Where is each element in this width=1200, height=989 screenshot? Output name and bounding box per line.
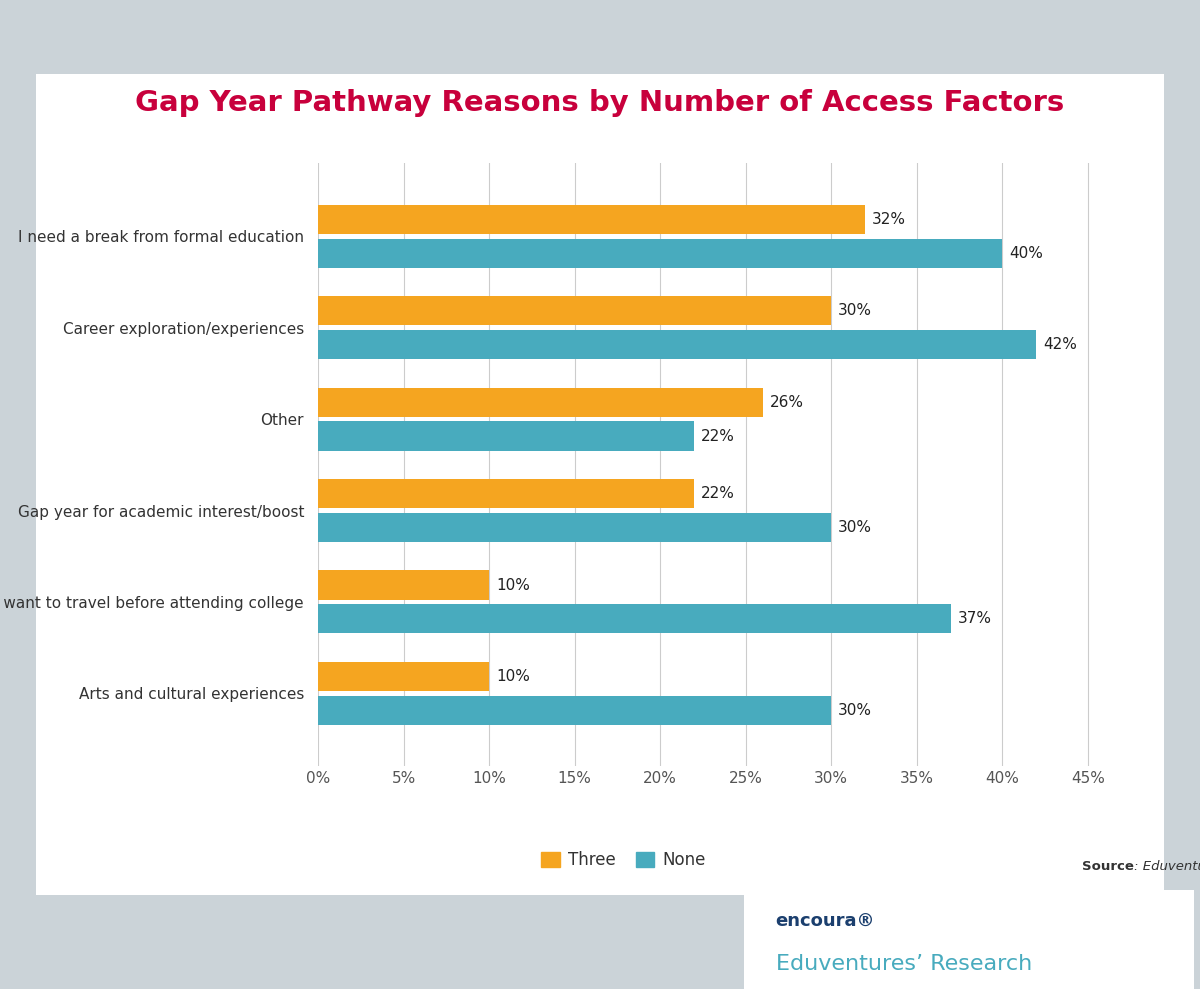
Text: 30%: 30%	[838, 304, 872, 318]
Text: encoura®: encoura®	[775, 913, 875, 931]
Text: 10%: 10%	[496, 578, 529, 592]
Bar	[318, 238, 1002, 268]
Bar	[318, 571, 490, 599]
Bar	[318, 296, 832, 325]
Text: : Eduventures 2022 Admitted Student Research: : Eduventures 2022 Admitted Student Rese…	[1134, 860, 1200, 873]
Text: Eduventures’ Research: Eduventures’ Research	[775, 954, 1032, 974]
Bar	[318, 695, 832, 725]
Bar	[318, 662, 490, 691]
Legend: Three, None: Three, None	[535, 845, 713, 875]
Text: 26%: 26%	[769, 395, 804, 409]
Bar	[318, 604, 950, 634]
Text: Gap Year Pathway Reasons by Number of Access Factors: Gap Year Pathway Reasons by Number of Ac…	[136, 89, 1064, 117]
Bar	[318, 330, 1037, 359]
Text: 10%: 10%	[496, 669, 529, 684]
Bar	[318, 479, 695, 508]
Bar	[318, 513, 832, 542]
Bar	[318, 388, 763, 416]
Text: Source: Source	[1082, 860, 1134, 873]
Bar	[318, 205, 865, 234]
Text: 30%: 30%	[838, 520, 872, 535]
Text: 22%: 22%	[701, 487, 736, 501]
Text: 42%: 42%	[1043, 337, 1078, 352]
Text: 30%: 30%	[838, 703, 872, 718]
Text: 40%: 40%	[1009, 245, 1043, 261]
Text: 32%: 32%	[872, 212, 906, 226]
Bar	[318, 421, 695, 451]
Text: 22%: 22%	[701, 428, 736, 443]
Text: 37%: 37%	[958, 611, 991, 626]
